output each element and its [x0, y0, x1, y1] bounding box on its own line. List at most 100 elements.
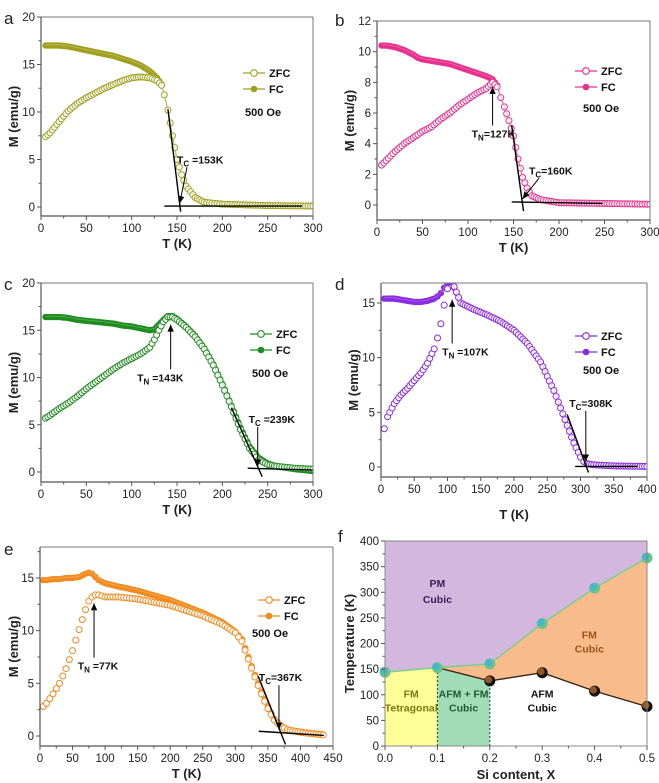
zfc-point [52, 685, 60, 693]
x-axis-label: T (K) [162, 236, 192, 251]
tc-line [384, 557, 648, 673]
transition-symbol: T [78, 661, 85, 673]
y-tick-label: 5 [28, 678, 34, 690]
y-tick-label: 5 [369, 407, 375, 419]
transition-label: TC =239K [249, 414, 296, 428]
x-tick-label: 300 [303, 223, 322, 235]
panel-label: e [4, 540, 13, 559]
x-tick-label: 200 [161, 753, 180, 765]
legend: ZFC FC [250, 329, 297, 357]
x-tick-label: 200 [213, 489, 232, 501]
y-tick-label: 5 [29, 155, 35, 167]
legend-zfc-label: ZFC [276, 329, 297, 341]
transition-symbol: T [442, 346, 449, 358]
x-tick-label: 0.5 [639, 753, 655, 765]
transition-value: =160K [541, 165, 573, 177]
transition-value: =153K [189, 154, 224, 166]
zfc-point [78, 616, 86, 624]
transition-subscript: N [144, 377, 150, 386]
tc-point-highlight [485, 659, 493, 667]
zfc-point [82, 606, 90, 614]
legend-zfc-marker [250, 69, 258, 77]
y-axis-label: Temperature (K) [342, 594, 357, 693]
panel-a: a TC =153K 0 50 100 150 200 250 300 0 5 10 15 20 T (K)… [4, 9, 323, 251]
x-tick-label: 300 [571, 484, 590, 496]
zfc-point [46, 695, 54, 703]
field-label: 500 Oe [583, 365, 619, 377]
x-tick-label: 300 [640, 227, 659, 239]
data-layer [40, 569, 327, 739]
y-tick-label: 15 [22, 60, 35, 72]
zfc-point [56, 679, 64, 687]
y-axis-label: M (emu/g) [342, 90, 357, 151]
tangent-line [511, 201, 603, 205]
x-tick-label: 100 [438, 484, 457, 496]
annotation-arrow-head [177, 195, 185, 204]
transition-value: =308K [581, 398, 613, 410]
zfc-point [430, 345, 438, 353]
legend-fc-marker [582, 83, 590, 91]
y-tick-label: 10 [358, 47, 371, 59]
y-tick-label: 100 [360, 690, 379, 702]
y-tick-label: 350 [360, 562, 379, 574]
transition-subscript: C [265, 677, 271, 686]
zfc-point [309, 202, 313, 210]
x-tick-label: 200 [549, 227, 568, 239]
transition-label: TC=160K [529, 165, 573, 179]
x-tick-label: 150 [167, 223, 186, 235]
tangent-line [230, 407, 263, 478]
fc-point [437, 289, 445, 297]
x-tick-label: 50 [416, 227, 429, 239]
region-fm-tetragonal [385, 667, 438, 746]
x-tick-label: 0 [38, 489, 44, 501]
zfc-point [643, 462, 647, 470]
transition-label: TN =143K [137, 372, 184, 386]
y-tick-label: 250 [360, 613, 379, 625]
x-axis-label: T (K) [499, 240, 529, 255]
legend-zfc-marker [257, 330, 265, 338]
transition-symbol: T [249, 414, 256, 426]
x-tick-label: 0 [38, 223, 44, 235]
panel-label: d [335, 275, 344, 294]
x-tick-label: 250 [258, 489, 277, 501]
transition-label: TN =77K [78, 661, 119, 675]
x-axis-label: T (K) [172, 766, 202, 781]
transition-subscript: C [183, 159, 189, 168]
y-tick-label: 15 [21, 573, 34, 585]
x-tick-label: 0.3 [534, 753, 550, 765]
legend-zfc-marker [582, 332, 590, 340]
legend-fc-marker [257, 346, 265, 354]
y-tick-label: 8 [365, 77, 371, 89]
transition-label: TC=367K [259, 672, 303, 686]
zfc-point [440, 301, 448, 309]
legend-zfc-label: ZFC [601, 331, 622, 343]
x-tick-label: 400 [637, 484, 656, 496]
x-tick-label: 0.1 [429, 753, 445, 765]
x-tick-label: 300 [303, 489, 322, 501]
x-tick-label: 250 [595, 227, 614, 239]
transition-symbol: T [569, 398, 576, 410]
y-tick-label: 0 [369, 462, 375, 474]
zfc-point [437, 320, 445, 328]
tn-point-highlight [642, 701, 650, 709]
tangent-line [247, 467, 314, 471]
y-tick-label: 20 [22, 278, 35, 290]
transition-symbol: T [472, 129, 479, 141]
tangent-line [510, 125, 525, 212]
zfc-point [65, 656, 73, 664]
legend-zfc-label: ZFC [269, 68, 290, 80]
y-axis-label: M (emu/g) [6, 352, 21, 413]
y-tick-label: 300 [360, 587, 379, 599]
transition-subscript: C [535, 170, 541, 179]
x-tick-label: 200 [213, 223, 232, 235]
zfc-point [158, 81, 166, 89]
transition-symbol: T [529, 165, 536, 177]
y-tick-label: 10 [21, 626, 34, 638]
transition-symbol: T [259, 672, 266, 684]
x-tick-label: 200 [504, 484, 523, 496]
